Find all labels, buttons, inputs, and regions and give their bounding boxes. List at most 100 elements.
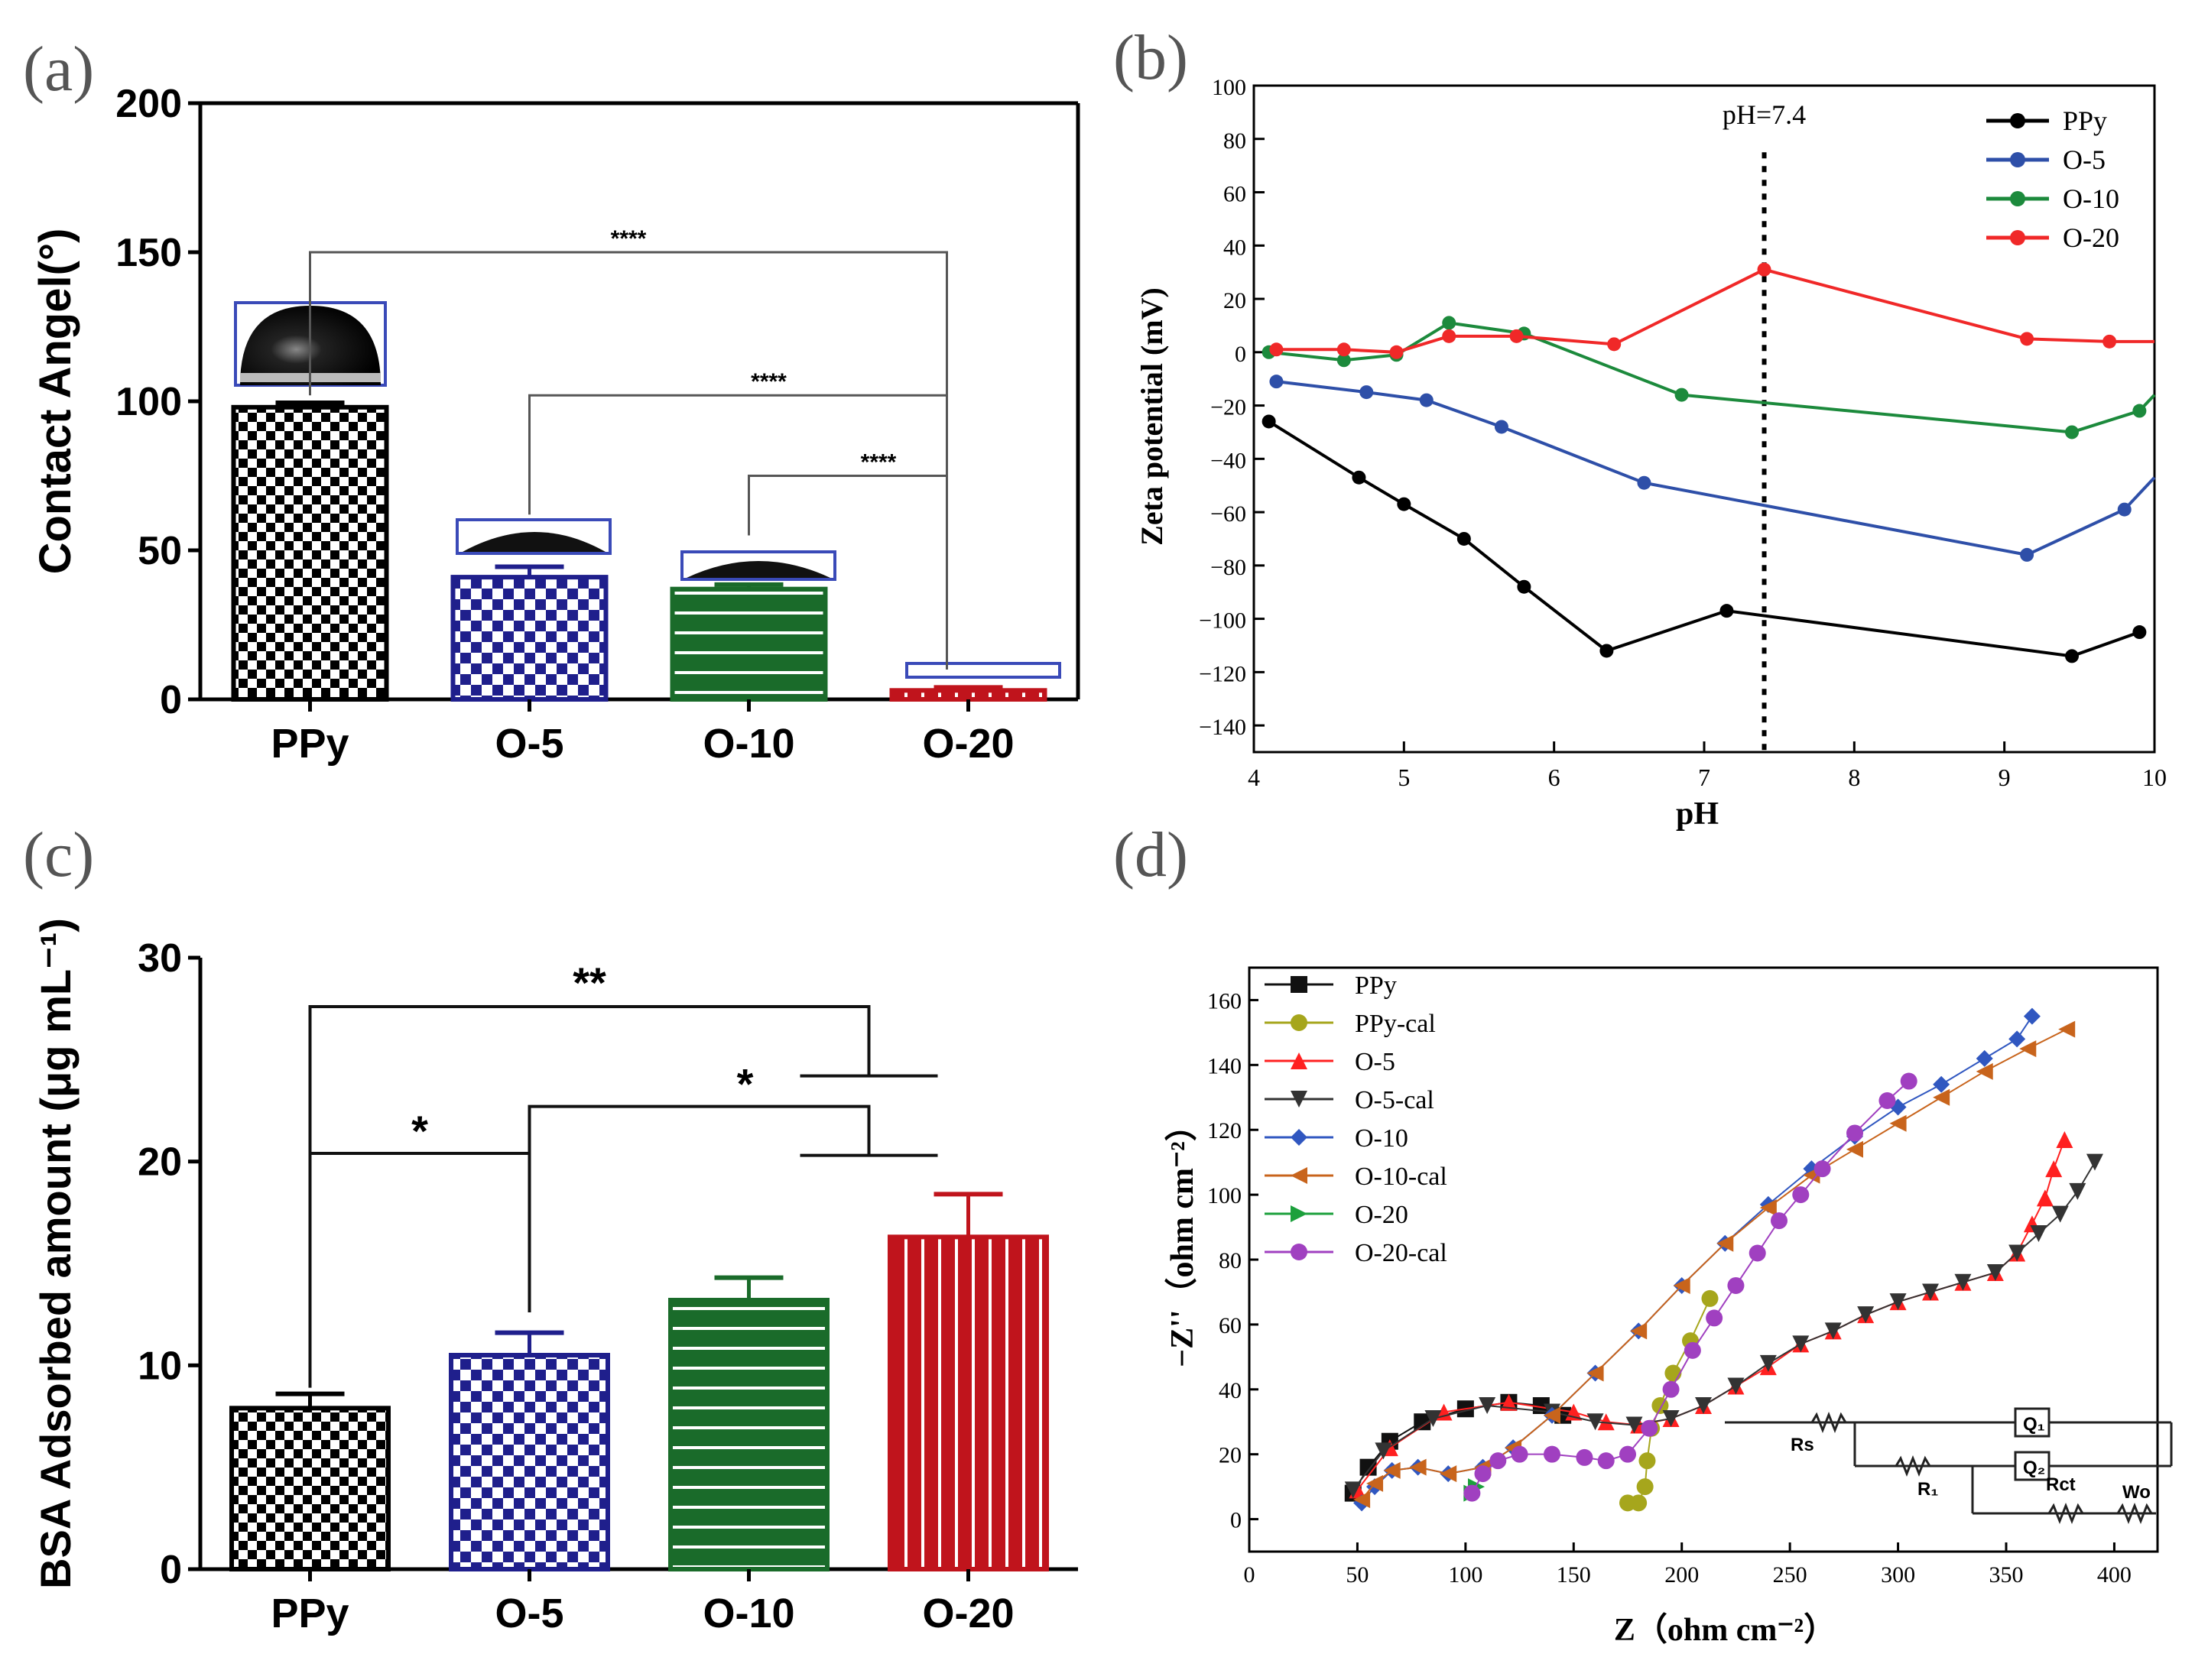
legend-marker-o-5 (1291, 1052, 1307, 1069)
data-point-o-20-cal (1597, 1452, 1615, 1470)
bar-o-10 (670, 586, 828, 702)
legend-label-ppy: PPy (1355, 971, 1397, 1000)
data-point-o-5-cal (2086, 1153, 2103, 1171)
data-point-o-10 (1336, 353, 1351, 368)
data-point-o-20-cal (1641, 1419, 1658, 1437)
significance-bracket (748, 475, 948, 670)
x-tick-label: 50 (1346, 1562, 1369, 1588)
y-tick-label: 100 (1212, 75, 1246, 100)
data-point-o-20 (2102, 334, 2117, 349)
data-point-o-20 (1442, 329, 1456, 343)
significance-label: **** (861, 450, 897, 475)
data-point-o-10-cal (1846, 1140, 1863, 1158)
legend-marker-o-10 (1291, 1129, 1307, 1146)
data-point-o-10-cal (1889, 1114, 1907, 1132)
bar-o-20 (888, 1234, 1049, 1572)
y-tick-label: −100 (1199, 608, 1246, 634)
data-point-o-10-cal (1716, 1234, 1734, 1252)
legend-label-o-5: O-5 (2063, 144, 2106, 175)
data-point-o-10-cal (2058, 1020, 2076, 1038)
legend-label-o-20-cal: O-20-cal (1355, 1239, 1447, 1267)
y-tick-label: 20 (138, 1140, 182, 1185)
significance-bracket (309, 251, 948, 670)
y-tick-label: 120 (1207, 1118, 1242, 1143)
data-point-o-10 (2132, 404, 2147, 418)
data-point-o-5-cal (1344, 1481, 1362, 1499)
panel-label-a: (a) (23, 34, 94, 105)
x-tick-label-o-20: O-20 (922, 1591, 1014, 1636)
panel-a-droplet-images (234, 301, 1061, 679)
data-point-o-20-cal (1813, 1160, 1831, 1178)
x-tick-label-o-20: O-20 (922, 721, 1014, 767)
bar-o-20 (889, 688, 1047, 702)
y-tick-label: 40 (1223, 235, 1246, 260)
x-tick-label: 8 (1848, 764, 1860, 791)
data-point-o-5-cal (1424, 1409, 1442, 1427)
x-tick-label-o-5: O-5 (495, 1591, 563, 1636)
significance-label: * (411, 1107, 428, 1155)
data-point-o-20-cal (1792, 1186, 1810, 1204)
data-point-o-20-cal (1727, 1276, 1745, 1294)
data-point-o-5-cal (1727, 1377, 1745, 1395)
data-point-o-20-cal (1684, 1341, 1701, 1359)
data-point-o-5-cal (1662, 1409, 1680, 1427)
reference-line-label: pH=7.4 (1723, 99, 1806, 130)
y-tick-label: 40 (1219, 1378, 1242, 1403)
data-point-o-5 (1494, 420, 1508, 434)
y-tick-label: 20 (1223, 288, 1246, 313)
data-point-ppy (2065, 649, 2080, 663)
panel-b-zeta-potential: Zeta potential (mV) pH −140 −120 −100 −80 −6… (1135, 75, 2167, 832)
data-point-o-5-cal (1986, 1263, 2004, 1281)
legend-marker-o-20 (1291, 1205, 1307, 1222)
data-point-o-5-cal (1857, 1306, 1875, 1324)
bar-ppy (229, 1406, 391, 1572)
legend-marker-o-5-cal (1291, 1091, 1307, 1108)
y-tick-label: −80 (1210, 555, 1246, 580)
circuit-label: Q₁ (2023, 1414, 2045, 1435)
data-point-o-10-cal (1383, 1461, 1401, 1479)
data-point-o-10 (1933, 1075, 1950, 1093)
legend-marker-ppy-cal (1291, 1014, 1307, 1031)
data-point-o-5-cal (1586, 1413, 1604, 1431)
legend-label-o-10: O-10 (2063, 183, 2119, 214)
x-tick-label: 150 (1557, 1562, 1591, 1588)
series-line-o-5-cal (1352, 1162, 2096, 1490)
y-tick-label: −40 (1210, 448, 1246, 473)
warburg-element (2116, 1502, 2153, 1525)
data-point-o-20-cal (1662, 1380, 1680, 1398)
y-tick-label: 80 (1219, 1248, 1242, 1273)
y-tick-label: 30 (138, 936, 182, 981)
data-point-o-5 (1419, 393, 1434, 407)
data-point-o-10-cal (1544, 1406, 1560, 1424)
x-tick-label: 0 (1244, 1562, 1255, 1588)
data-point-ppy-cal (1636, 1478, 1654, 1496)
data-point-o-5-cal (1625, 1416, 1643, 1434)
y-tick-label: 80 (1223, 128, 1246, 154)
data-point-o-20-cal (1749, 1244, 1766, 1262)
y-tick-label: 0 (160, 1548, 182, 1592)
bar-o-5 (449, 1353, 610, 1571)
significance-label: * (737, 1060, 754, 1108)
y-tick-label: 60 (1219, 1313, 1242, 1338)
bar-o-5 (450, 575, 609, 702)
legend-label-ppy-cal: PPy-cal (1355, 1010, 1436, 1038)
data-point-o-20-cal (1706, 1309, 1723, 1327)
y-tick-label: 150 (115, 231, 182, 275)
significance-bracket (310, 1152, 531, 1312)
x-tick-label: 4 (1248, 764, 1260, 791)
panel-d-xlabel: Z（ohm cm⁻²） (1614, 1612, 1836, 1648)
data-point-ppy-cal (1701, 1289, 1719, 1307)
circuit-label: Rct (2046, 1474, 2076, 1495)
circuit-label: Rs (1791, 1435, 1814, 1455)
y-tick-label: −120 (1199, 661, 1246, 686)
data-point-o-5-cal (2051, 1205, 2069, 1223)
legend-label-o-10-cal: O-10-cal (1355, 1163, 1447, 1191)
panel-b-xlabel: pH (1676, 796, 1719, 832)
data-point-o-20 (1509, 329, 1524, 343)
significance-label: **** (611, 226, 647, 251)
data-point-ppy (1719, 604, 1734, 618)
y-tick-label: 0 (1235, 342, 1246, 367)
series-line-o-10 (1361, 1016, 2033, 1503)
x-tick-label: 300 (1881, 1562, 1915, 1588)
data-point-o-10-cal (1353, 1491, 1371, 1509)
